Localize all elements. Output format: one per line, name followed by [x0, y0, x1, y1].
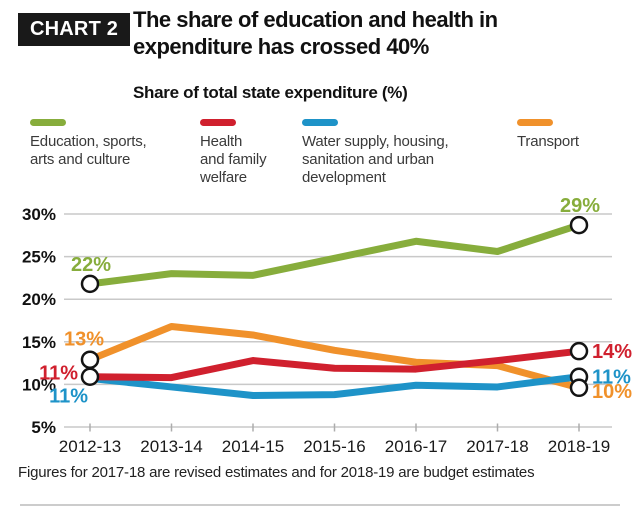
data-point-marker-education — [569, 215, 589, 235]
x-axis-label: 2012-13 — [59, 437, 121, 456]
y-axis-label: 10% — [22, 375, 56, 394]
legend-item-water: Water supply, housing, sanitation and ur… — [302, 119, 507, 187]
x-axis-label: 2013-14 — [140, 437, 202, 456]
y-axis-label: 20% — [22, 290, 56, 309]
value-label-start-water: 11% — [49, 385, 88, 407]
value-label-end-health: 14% — [592, 341, 632, 363]
legend-swatch-education-icon — [30, 119, 66, 126]
legend-item-education: Education, sports, arts and culture — [30, 119, 195, 169]
data-point-marker-transport — [569, 378, 589, 398]
value-label-start-health: 11% — [39, 363, 78, 385]
data-point-marker-health — [80, 367, 100, 386]
legend-item-transport: Transport — [517, 119, 627, 151]
data-point-marker-education — [80, 274, 100, 294]
value-label-end-water: 11% — [592, 367, 631, 389]
y-axis-label: 30% — [22, 205, 56, 224]
legend-item-health: Health and family welfare — [200, 119, 300, 187]
legend-label-health: Health and family welfare — [200, 133, 267, 186]
value-label-start-transport: 13% — [64, 329, 104, 351]
chart-footnote: Figures for 2017-18 are revised estimate… — [18, 464, 535, 481]
x-axis-label: 2014-15 — [222, 437, 284, 456]
chart-subtitle: Share of total state expenditure (%) — [133, 83, 408, 102]
series-line-education — [89, 221, 581, 288]
y-axis-label: 5% — [31, 418, 56, 437]
y-axis-label: 15% — [22, 333, 56, 352]
line-chart: 30% 25% 20% 15% 10% 5%2012-13 2013-14 2014-15 20… — [22, 195, 632, 456]
series-line-health — [89, 347, 580, 382]
bottom-divider — [20, 504, 620, 506]
legend-swatch-health-icon — [200, 119, 236, 126]
x-axis-label: 2016-17 — [385, 437, 447, 456]
series-line-water — [89, 373, 580, 399]
legend-label-water: Water supply, housing, sanitation and ur… — [302, 133, 449, 186]
chart-number-badge: CHART 2 — [18, 13, 131, 46]
series-line-transport — [88, 322, 580, 392]
legend-label-education: Education, sports, arts and culture — [30, 133, 147, 168]
x-axis-label: 2018-19 — [548, 437, 610, 456]
value-label-end-transport: 10% — [592, 381, 632, 403]
data-point-marker-transport — [80, 350, 100, 369]
x-axis-label: 2017-18 — [466, 437, 528, 456]
data-point-marker-health — [569, 341, 589, 361]
y-axis-label: 25% — [22, 248, 56, 267]
value-label-start-education: 22% — [71, 254, 111, 276]
legend-label-transport: Transport — [517, 133, 579, 150]
x-axis-label: 2015-16 — [303, 437, 365, 456]
legend-swatch-water-icon — [302, 119, 338, 126]
page-title: The share of education and health in exp… — [133, 7, 498, 59]
legend-swatch-transport-icon — [517, 119, 553, 126]
value-label-end-education: 29% — [560, 195, 600, 217]
